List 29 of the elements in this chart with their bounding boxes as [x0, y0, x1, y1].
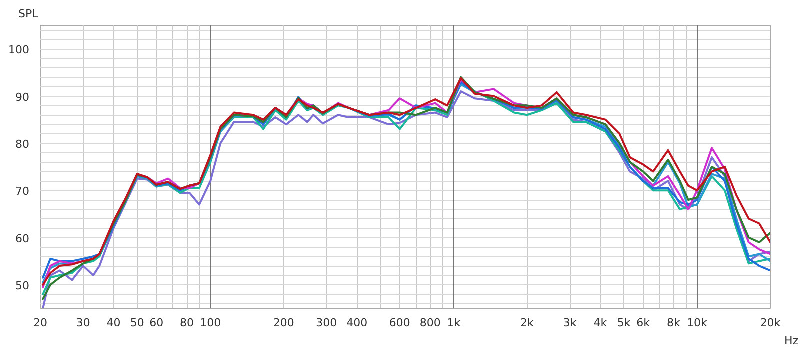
x-tick-label: 5k — [617, 316, 632, 330]
x-tick-label: 1k — [447, 316, 462, 330]
x-tick-label: 600 — [389, 316, 410, 330]
x-tick-label: 80 — [180, 316, 194, 330]
y-tick-label: 90 — [16, 90, 30, 104]
y-axis-title: SPL — [18, 8, 40, 20]
x-tick-label: 30 — [76, 316, 90, 330]
x-tick-label: 300 — [316, 316, 338, 330]
x-tick-label: 20k — [760, 316, 782, 330]
x-tick-label: 10k — [687, 316, 708, 330]
y-tick-label: 100 — [8, 44, 30, 57]
x-tick-label: 3k — [563, 316, 578, 330]
x-tick-label: 100 — [200, 316, 222, 330]
x-tick-label: 8k — [666, 316, 681, 330]
x-axis-title: Hz — [784, 334, 799, 347]
x-tick-label: 6k — [636, 316, 651, 330]
x-tick-label: 4k — [594, 316, 608, 330]
y-tick-label: 70 — [16, 185, 30, 198]
x-tick-label: 60 — [150, 316, 164, 330]
x-tick-label: 2k — [520, 316, 534, 330]
x-tick-label: 50 — [130, 316, 144, 330]
x-tick-label: 200 — [273, 316, 294, 330]
y-tick-label: 50 — [16, 279, 30, 292]
y-tick-label: 60 — [16, 232, 30, 246]
x-tick-label: 400 — [346, 316, 368, 330]
y-tick-label: 80 — [16, 138, 30, 151]
x-tick-label: 20 — [34, 316, 48, 330]
x-tick-label: 40 — [106, 316, 121, 330]
x-tick-label: 800 — [420, 316, 441, 330]
